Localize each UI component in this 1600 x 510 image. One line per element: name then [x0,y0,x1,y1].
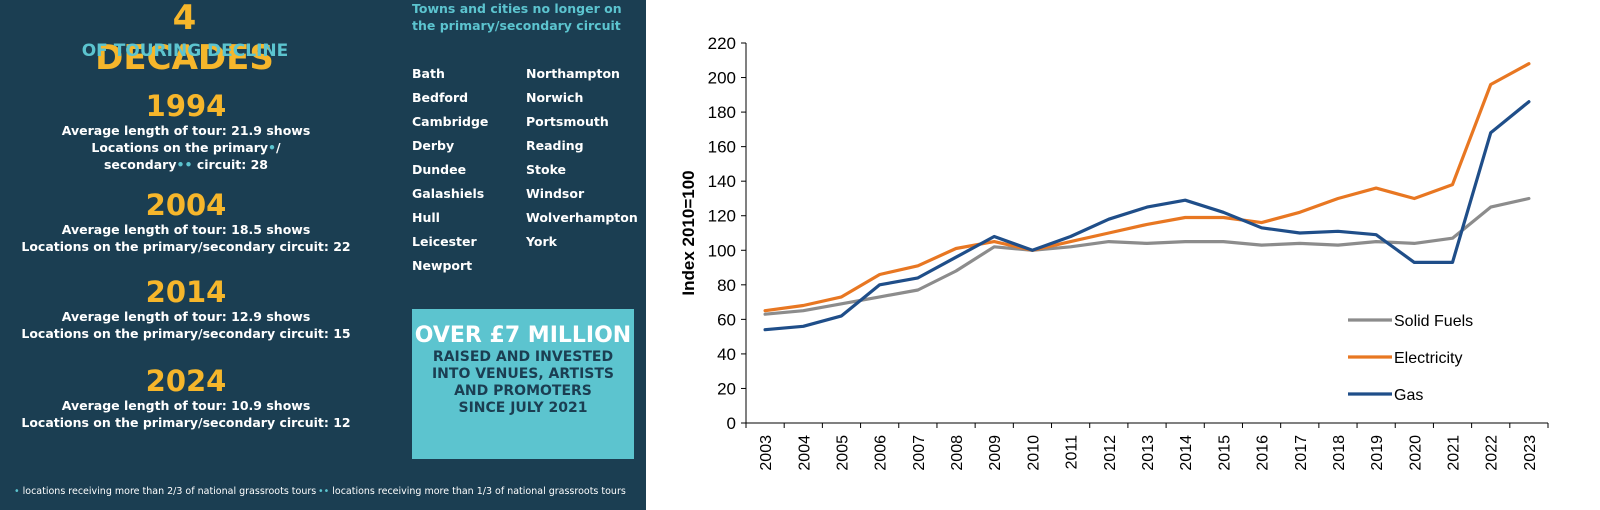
legend-label: Gas [1394,387,1423,404]
town-item: Wolverhampton [526,210,638,225]
x-tick-label: 2015 [1216,435,1233,471]
promo-line: RAISED AND INVESTED [432,349,614,365]
x-tick-label: 2008 [949,435,966,471]
y-tick-label: 60 [717,310,736,329]
town-item: Bedford [412,90,469,105]
y-tick-label: 100 [708,241,736,260]
x-tick-label: 2006 [873,435,890,471]
infographic-subtitle: OF TOURING DECLINE [81,41,289,61]
locations-line-cont: secondary•• circuit: 28 [103,157,269,172]
towns-list-right: Northampton Norwich Portsmouth Reading Stoke… [526,66,638,258]
town-item: Bath [412,66,445,81]
town-item: Reading [526,138,584,153]
x-tick-label: 2004 [796,435,813,471]
series-line [763,196,1531,316]
year-label: 2014 [145,275,227,309]
x-tick-label: 2013 [1140,435,1157,471]
town-item: Hull [412,210,440,225]
infographic-panel: 4 DECADES OF TOURING DECLINE 1994 Averag… [0,0,646,510]
y-tick-label: 140 [708,172,736,191]
locations-line: Locations on the primary/secondary circu… [21,239,351,254]
y-tick-label: 200 [708,69,736,88]
primary-dot-icon: • [268,140,277,155]
town-item: Galashiels [412,186,485,201]
tour-length-line: Average length of tour: 10.9 shows [61,398,311,413]
x-tick-label: 2012 [1102,435,1119,471]
tour-length-line: Average length of tour: 18.5 shows [61,222,311,237]
town-item: Northampton [526,66,620,81]
x-tick-label: 2011 [1064,435,1081,470]
footnote-primary: • locations receiving more than 2/3 of n… [14,486,317,497]
legend-label: Solid Fuels [1394,313,1473,330]
infographic-title: 4 DECADES [95,0,274,78]
towns-list-left: Bath Bedford Cambridge Derby Dundee Galashiel… [412,66,488,282]
y-tick-label: 0 [727,414,736,433]
legend-label: Electricity [1394,350,1462,367]
x-tick-label: 2018 [1331,435,1348,471]
town-item: Norwich [526,90,584,105]
town-item: Leicester [412,234,477,249]
y-tick-label: 160 [708,138,736,157]
y-tick-label: 80 [717,276,736,295]
footnote-secondary: •• locations receiving more than 1/3 of … [318,486,626,497]
locations-line: Locations on the primary/secondary circu… [21,415,351,430]
town-item: Stoke [526,162,567,177]
x-tick-label: 2003 [758,435,775,471]
secondary-dots-icon: •• [176,157,193,172]
x-tick-label: 2005 [834,435,851,471]
town-item: Windsor [526,186,585,201]
locations-line: Locations on the primary/secondary circu… [21,326,351,341]
tour-length-line: Average length of tour: 12.9 shows [61,309,311,324]
x-tick-label: 2021 [1446,435,1463,471]
x-tick-label: 2019 [1369,435,1386,471]
funding-promo-box: OVER £7 MILLION RAISED AND INVESTED INTO… [412,309,634,459]
promo-line: AND PROMOTERS [454,383,592,399]
year-label: 2004 [145,188,227,222]
secondary-dots-icon: •• [318,486,330,497]
tour-length-line: Average length of tour: 21.9 shows [61,123,311,138]
y-tick-label: 120 [708,207,736,226]
year-label: 2024 [145,364,227,398]
series-line [763,100,1531,332]
y-tick-label: 220 [708,34,736,53]
decade-1994: 1994 Average length of tour: 21.9 shows … [0,90,372,173]
year-label: 1994 [145,89,227,123]
promo-line: SINCE JULY 2021 [458,400,588,416]
decade-2024: 2024 Average length of tour: 10.9 shows … [0,365,372,431]
y-tick-label: 40 [717,345,736,364]
x-tick-label: 2009 [987,435,1004,471]
x-tick-label: 2007 [911,435,928,471]
x-tick-label: 2020 [1407,435,1424,471]
promo-headline: OVER £7 MILLION [414,323,632,348]
decade-2014: 2014 Average length of tour: 12.9 shows … [0,276,372,342]
decade-2004: 2004 Average length of tour: 18.5 shows … [0,189,372,255]
locations-line: Locations on the primary•/ [91,140,281,155]
energy-index-line-chart: 0 20 40 60 80 100 120 140 160 180 200 220 2003 2004 20… [680,34,1549,471]
y-tick-label: 20 [717,379,736,398]
x-tick-label: 2017 [1293,435,1310,471]
primary-dot-icon: • [14,486,20,497]
y-axis-title: Index 2010=100 [680,170,698,295]
x-tick-label: 2014 [1178,435,1195,471]
x-tick-label: 2022 [1484,435,1501,471]
town-item: Portsmouth [526,114,609,129]
town-item: Cambridge [412,114,489,129]
town-item: Dundee [412,162,467,177]
x-tick-label: 2016 [1255,435,1272,471]
y-tick-label: 180 [708,103,736,122]
x-tick-label: 2023 [1522,435,1539,471]
towns-heading: Towns and cities no longer on the primar… [412,1,622,33]
promo-line: INTO VENUES, ARTISTS [431,366,615,382]
series-line [763,62,1531,313]
x-tick-label: 2010 [1025,435,1042,471]
town-item: York [526,234,557,249]
town-item: Newport [412,258,473,273]
town-item: Derby [412,138,455,153]
